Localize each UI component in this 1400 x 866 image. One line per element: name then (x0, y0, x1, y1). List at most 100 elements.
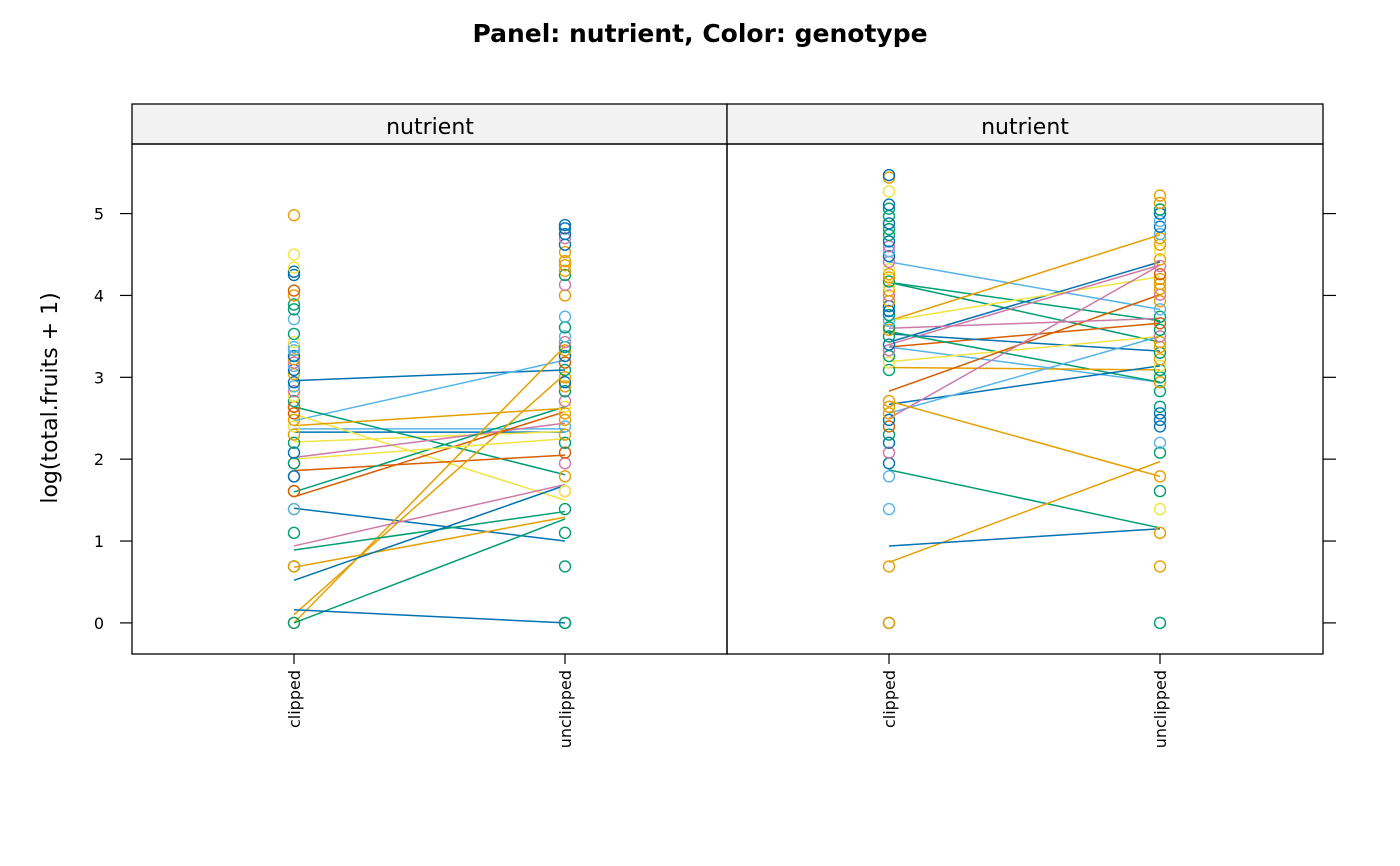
data-point-left-unclipped-41 (558, 218, 572, 232)
genotype-line-right-21 (888, 317, 1161, 329)
genotype-line-right-5 (888, 275, 1161, 322)
data-point-right-clipped-15 (882, 356, 896, 369)
data-point-right-clipped-17 (882, 344, 896, 357)
data-point-left-clipped-15 (287, 436, 301, 449)
y-tick-label-2: 2 (94, 450, 104, 469)
genotype-line-left-14 (293, 483, 566, 547)
data-point-right-unclipped-25 (1153, 303, 1167, 316)
data-point-right-unclipped-30 (1153, 272, 1167, 286)
genotype-line-left-7 (293, 422, 566, 459)
chart-title: Panel: nutrient, Color: genotype (472, 19, 927, 48)
data-point-right-unclipped-41 (1153, 203, 1167, 216)
data-point-left-clipped-19 (287, 407, 301, 420)
data-point-right-clipped-22 (882, 314, 896, 328)
data-point-left-unclipped-8 (558, 457, 572, 470)
data-point-right-clipped-31 (882, 271, 896, 284)
data-point-left-clipped-37 (287, 312, 301, 326)
data-point-left-clipped-41 (287, 284, 301, 297)
data-point-right-unclipped-43 (1153, 189, 1167, 202)
data-point-left-clipped-24 (287, 385, 301, 398)
data-point-left-clipped-43 (287, 265, 301, 278)
data-point-left-unclipped-6 (558, 484, 572, 498)
genotype-line-right-8 (888, 264, 1161, 346)
data-point-left-clipped-18 (287, 413, 301, 427)
genotype-line-right-10 (888, 330, 1161, 383)
genotype-line-right-14 (888, 365, 1161, 406)
genotype-line-left-17 (293, 484, 566, 582)
x-tick-label-right-clipped: clipped (880, 670, 899, 728)
genotype-line-right-16 (888, 264, 1161, 419)
data-point-right-clipped-28 (882, 284, 896, 297)
genotype-line-right-12 (888, 366, 1161, 371)
data-point-right-clipped-1 (882, 616, 896, 630)
data-point-right-clipped-32 (882, 267, 896, 281)
y-tick-label-4: 4 (94, 286, 104, 305)
data-point-right-unclipped-8 (1153, 420, 1167, 433)
data-point-left-unclipped-24 (558, 344, 572, 357)
data-point-left-unclipped-37 (558, 238, 572, 251)
data-point-right-clipped-36 (882, 245, 896, 258)
panel-left: nutrient (131, 103, 728, 655)
x-tick-label-left-clipped: clipped (285, 670, 304, 728)
data-point-left-unclipped-31 (558, 278, 572, 292)
genotype-line-left-18 (293, 518, 566, 624)
data-point-right-unclipped-7 (1153, 436, 1167, 449)
data-point-left-unclipped-19 (558, 376, 572, 389)
data-point-right-clipped-40 (882, 222, 896, 236)
data-point-right-clipped-46 (882, 171, 896, 184)
data-point-right-unclipped-23 (1153, 317, 1167, 330)
data-point-right-clipped-18 (882, 338, 896, 351)
data-point-left-unclipped-16 (558, 394, 572, 408)
data-point-right-unclipped-31 (1153, 267, 1167, 281)
data-point-left-clipped-8 (287, 484, 301, 498)
y-tick-label-3: 3 (94, 368, 104, 387)
data-point-left-unclipped-17 (558, 385, 572, 398)
data-point-right-unclipped-11 (1153, 400, 1167, 413)
data-point-left-unclipped-29 (558, 310, 572, 323)
data-point-left-unclipped-4 (558, 502, 572, 516)
y-tick-label-1: 1 (94, 532, 104, 551)
data-point-left-clipped-22 (287, 394, 301, 408)
y-axis-label: log(total.fruits + 1) (38, 292, 63, 503)
data-point-left-unclipped-15 (558, 400, 572, 413)
data-point-right-clipped-43 (882, 202, 896, 215)
data-point-right-clipped-4 (882, 470, 896, 483)
data-point-right-clipped-47 (882, 168, 896, 182)
panel-right: nutrient (726, 103, 1324, 655)
data-point-right-clipped-21 (882, 321, 896, 334)
data-point-right-clipped-8 (882, 428, 896, 441)
data-point-left-clipped-10 (287, 470, 301, 483)
y-tick-label-0: 0 (94, 614, 104, 633)
data-point-right-clipped-23 (882, 308, 896, 322)
data-point-left-unclipped-18 (558, 380, 572, 393)
data-point-right-unclipped-6 (1153, 446, 1167, 459)
data-point-left-unclipped-12 (558, 420, 572, 433)
data-point-right-clipped-6 (882, 446, 896, 459)
data-point-left-unclipped-35 (558, 254, 572, 268)
genotype-line-right-3 (888, 234, 1161, 322)
genotype-line-right-17 (888, 400, 1161, 478)
panel-right-frame (726, 143, 1324, 655)
data-point-right-clipped-13 (882, 394, 896, 408)
data-point-left-clipped-12 (287, 457, 301, 470)
genotype-line-right-15 (888, 335, 1161, 415)
genotype-line-left-13 (293, 373, 566, 616)
data-point-right-unclipped-34 (1153, 244, 1167, 257)
data-point-right-unclipped-13 (1153, 376, 1167, 389)
genotype-line-left-8 (293, 454, 566, 472)
data-point-left-unclipped-40 (558, 222, 572, 235)
data-point-right-clipped-24 (882, 304, 896, 318)
data-point-right-clipped-10 (882, 413, 896, 427)
panel-left-frame (131, 143, 728, 655)
data-point-right-unclipped-24 (1153, 310, 1167, 323)
data-point-left-unclipped-3 (558, 526, 572, 540)
genotype-line-right-11 (888, 335, 1161, 363)
genotype-line-right-4 (888, 261, 1161, 343)
data-point-left-clipped-39 (287, 298, 301, 311)
data-point-right-clipped-35 (882, 249, 896, 263)
data-point-right-unclipped-17 (1153, 353, 1167, 366)
genotype-line-left-4 (293, 430, 566, 443)
data-point-left-clipped-44 (287, 261, 301, 274)
data-point-left-clipped-34 (287, 340, 301, 354)
genotype-line-right-0 (888, 261, 1161, 311)
